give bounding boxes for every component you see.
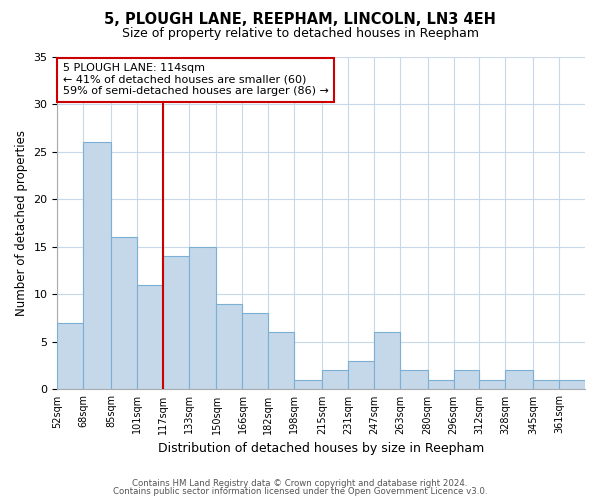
Bar [348, 361, 374, 390]
Bar [400, 370, 428, 390]
Text: Contains HM Land Registry data © Crown copyright and database right 2024.: Contains HM Land Registry data © Crown c… [132, 478, 468, 488]
Y-axis label: Number of detached properties: Number of detached properties [15, 130, 28, 316]
Bar [268, 332, 295, 390]
Bar [137, 285, 163, 390]
Bar [454, 370, 479, 390]
Text: Contains public sector information licensed under the Open Government Licence v3: Contains public sector information licen… [113, 487, 487, 496]
Bar [479, 380, 505, 390]
Bar [295, 380, 322, 390]
Text: 5, PLOUGH LANE, REEPHAM, LINCOLN, LN3 4EH: 5, PLOUGH LANE, REEPHAM, LINCOLN, LN3 4E… [104, 12, 496, 28]
Bar [559, 380, 585, 390]
Bar [533, 380, 559, 390]
X-axis label: Distribution of detached houses by size in Reepham: Distribution of detached houses by size … [158, 442, 484, 455]
Bar [189, 246, 217, 390]
Bar [163, 256, 189, 390]
Bar [322, 370, 348, 390]
Bar [428, 380, 454, 390]
Bar [217, 304, 242, 390]
Bar [505, 370, 533, 390]
Bar [374, 332, 400, 390]
Text: Size of property relative to detached houses in Reepham: Size of property relative to detached ho… [121, 28, 479, 40]
Bar [83, 142, 111, 390]
Text: 5 PLOUGH LANE: 114sqm
← 41% of detached houses are smaller (60)
59% of semi-deta: 5 PLOUGH LANE: 114sqm ← 41% of detached … [62, 63, 329, 96]
Bar [242, 314, 268, 390]
Bar [111, 237, 137, 390]
Bar [58, 323, 83, 390]
